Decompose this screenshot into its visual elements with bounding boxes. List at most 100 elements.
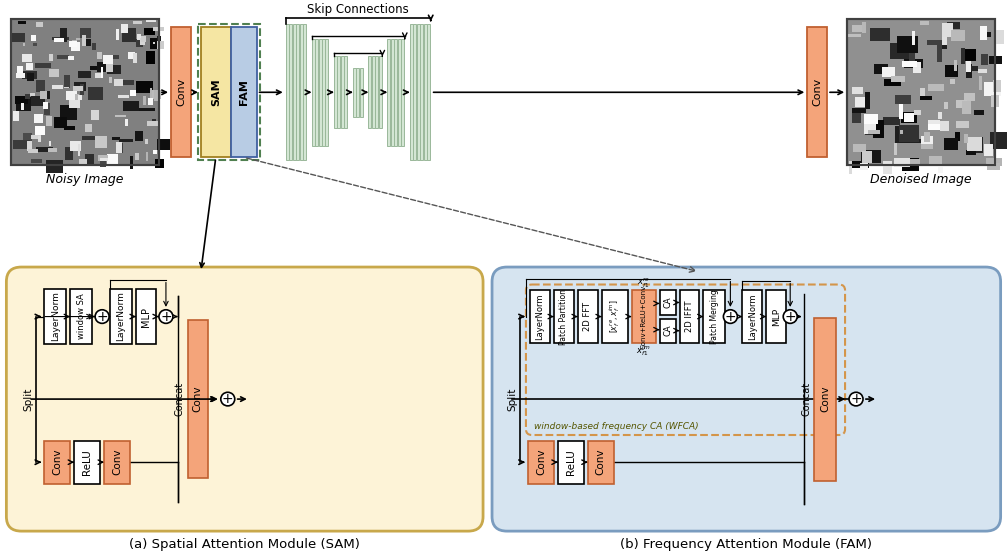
Text: Split: Split xyxy=(23,388,33,411)
Bar xyxy=(914,110,921,115)
Bar xyxy=(890,76,905,82)
Bar xyxy=(884,79,901,86)
Text: Patch Partition: Patch Partition xyxy=(559,289,569,345)
Bar xyxy=(704,290,726,343)
Bar xyxy=(96,73,102,78)
Bar xyxy=(100,158,108,161)
Bar xyxy=(80,84,84,95)
Bar xyxy=(391,39,394,145)
Bar xyxy=(15,96,28,104)
Bar xyxy=(153,27,164,31)
Bar xyxy=(36,147,52,153)
Text: Conv: Conv xyxy=(175,78,185,106)
Text: +: + xyxy=(784,310,796,324)
Bar xyxy=(27,141,31,150)
Bar xyxy=(86,154,94,164)
Bar xyxy=(147,121,158,126)
Bar xyxy=(937,164,942,173)
Text: +: + xyxy=(725,310,736,324)
Bar xyxy=(853,87,863,93)
Bar xyxy=(17,66,23,77)
Circle shape xyxy=(159,310,173,324)
Bar xyxy=(44,441,71,483)
Bar xyxy=(588,441,614,483)
Bar xyxy=(155,159,164,169)
Bar xyxy=(379,56,382,128)
Bar xyxy=(64,75,70,88)
Text: Split: Split xyxy=(507,388,517,411)
Bar xyxy=(860,163,868,170)
Bar xyxy=(991,95,999,107)
Bar xyxy=(71,141,81,152)
Bar xyxy=(80,28,91,38)
Text: Skip Connections: Skip Connections xyxy=(307,3,409,15)
Text: Conv: Conv xyxy=(596,449,606,476)
Bar xyxy=(883,161,891,175)
Bar xyxy=(849,161,853,174)
Bar xyxy=(944,102,949,109)
Text: 2D FFT: 2D FFT xyxy=(584,302,593,331)
Text: FAM: FAM xyxy=(239,79,249,105)
Bar xyxy=(154,90,160,101)
Bar xyxy=(125,119,128,126)
Bar xyxy=(420,24,423,160)
Bar xyxy=(139,108,155,112)
Bar xyxy=(938,112,941,119)
Bar xyxy=(26,63,32,70)
Bar xyxy=(104,55,119,59)
Text: window SA: window SA xyxy=(77,294,86,340)
Bar xyxy=(865,92,870,109)
Bar xyxy=(145,19,155,22)
Bar xyxy=(847,19,995,165)
Text: Noisy Image: Noisy Image xyxy=(46,173,124,186)
Bar xyxy=(948,22,961,29)
Text: Conv: Conv xyxy=(193,386,203,413)
Bar xyxy=(86,123,92,133)
Bar xyxy=(91,109,99,121)
Bar xyxy=(201,27,231,158)
Bar xyxy=(368,56,371,128)
Bar xyxy=(91,92,95,98)
Bar xyxy=(74,82,86,91)
Bar xyxy=(22,72,31,77)
Bar xyxy=(899,105,903,119)
Text: Conv: Conv xyxy=(52,449,62,476)
Bar xyxy=(78,144,80,155)
Bar xyxy=(964,134,968,143)
Bar xyxy=(289,24,292,160)
Bar xyxy=(987,163,1000,170)
Bar xyxy=(118,95,129,97)
Bar xyxy=(360,68,363,117)
Bar xyxy=(901,112,916,123)
Bar xyxy=(341,56,344,128)
Bar xyxy=(865,121,876,134)
Bar xyxy=(122,28,136,43)
Bar xyxy=(135,132,143,141)
Bar xyxy=(78,95,82,100)
Bar xyxy=(103,55,114,64)
FancyBboxPatch shape xyxy=(6,267,483,531)
Bar xyxy=(659,290,675,315)
Bar xyxy=(894,143,897,155)
Bar xyxy=(23,43,25,46)
Bar xyxy=(82,34,86,45)
Bar xyxy=(807,27,828,158)
Bar xyxy=(919,88,925,96)
Text: Patch Merging: Patch Merging xyxy=(710,289,719,344)
Bar xyxy=(868,131,880,134)
Bar xyxy=(114,79,123,86)
Bar xyxy=(985,144,994,156)
Bar xyxy=(427,24,430,160)
Bar xyxy=(54,38,65,42)
Bar xyxy=(899,130,903,134)
Bar xyxy=(31,134,41,139)
Bar xyxy=(16,73,25,78)
Bar xyxy=(326,39,329,145)
Bar xyxy=(150,88,152,100)
Bar xyxy=(941,23,953,37)
Bar xyxy=(83,39,91,46)
Text: Conv: Conv xyxy=(821,386,831,413)
Bar xyxy=(979,76,983,90)
Bar xyxy=(59,28,67,43)
Bar xyxy=(28,149,38,153)
